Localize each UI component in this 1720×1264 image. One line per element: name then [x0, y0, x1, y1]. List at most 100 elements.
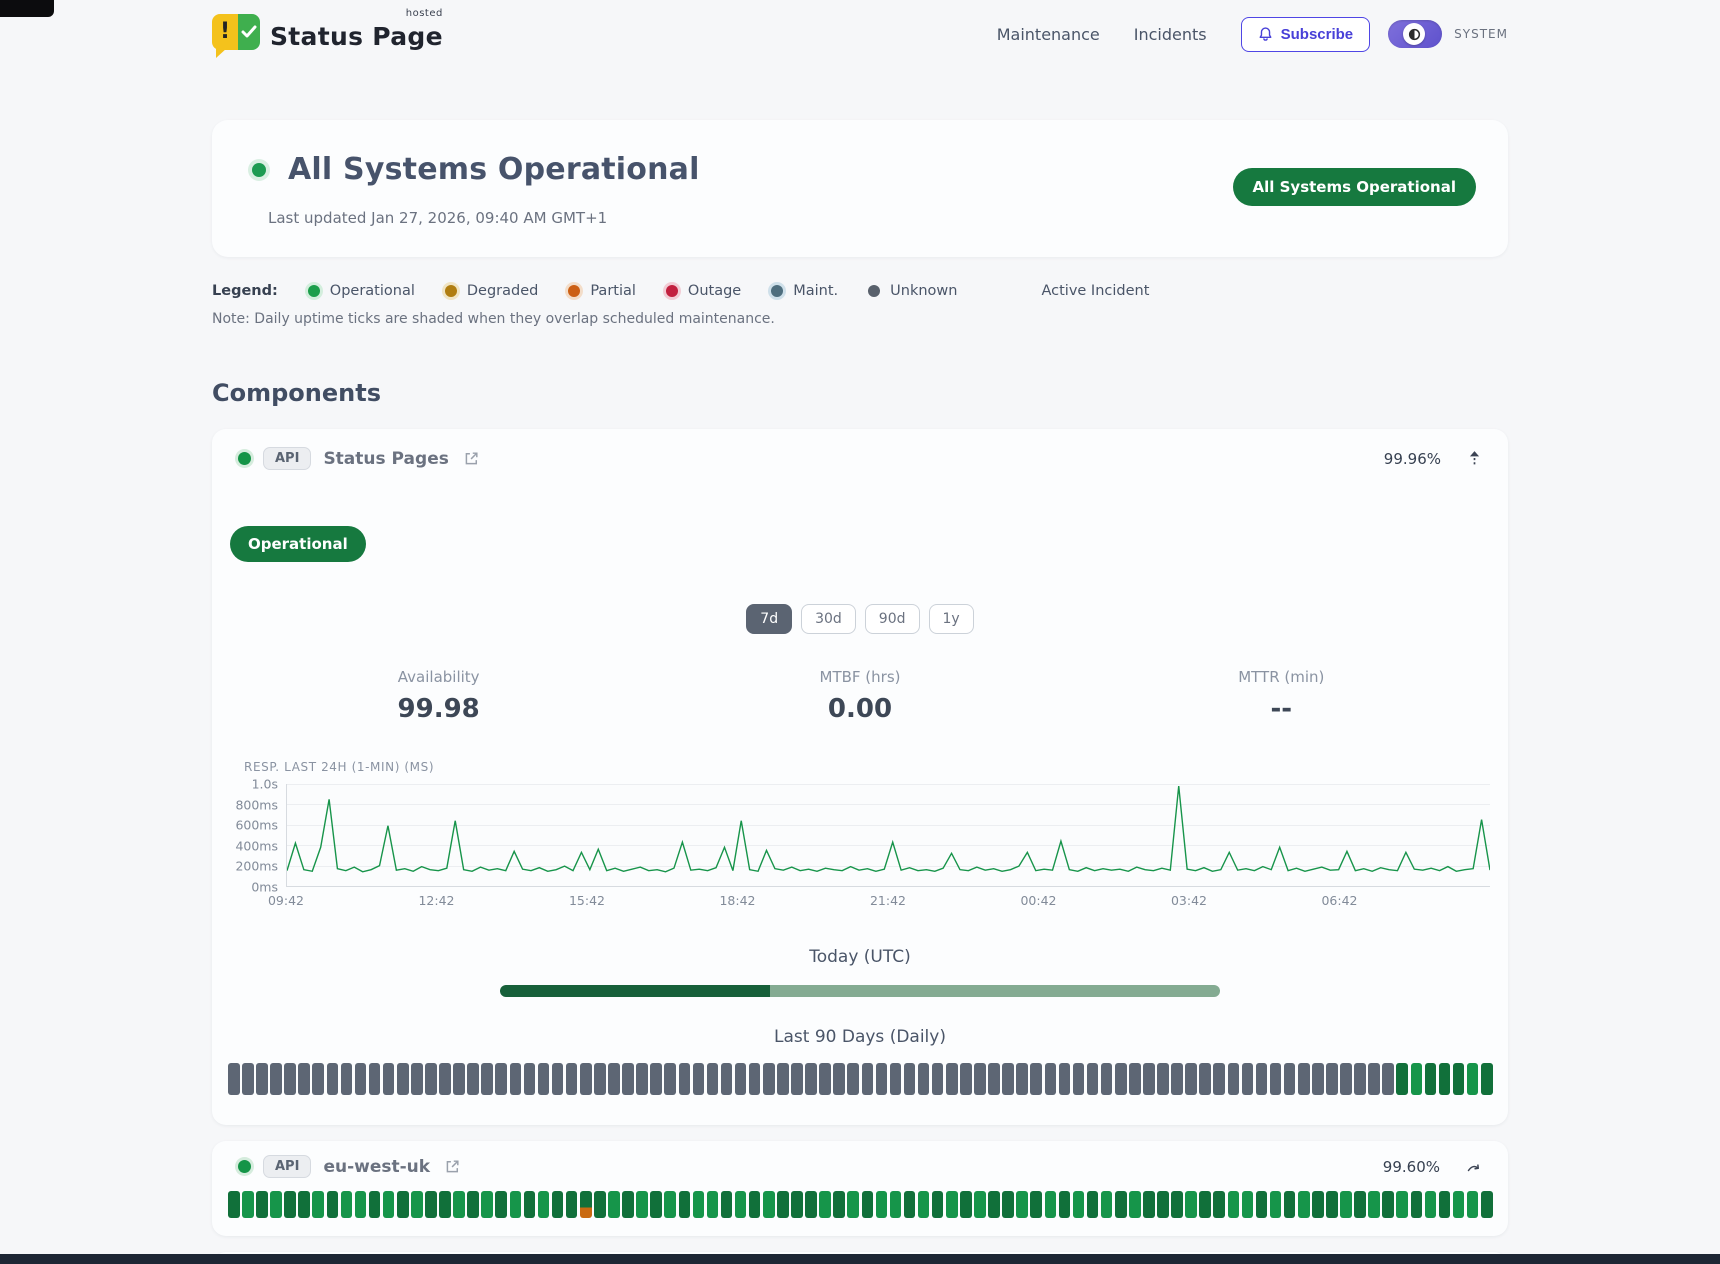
uptime-tick[interactable] [1213, 1191, 1226, 1218]
uptime-tick[interactable] [706, 1063, 719, 1095]
uptime-tick[interactable] [622, 1191, 634, 1218]
uptime-tick[interactable] [777, 1191, 789, 1218]
uptime-tick[interactable] [1114, 1063, 1127, 1095]
uptime-tick[interactable] [1030, 1063, 1043, 1095]
uptime-tick[interactable] [1354, 1063, 1366, 1095]
uptime-tick[interactable] [875, 1063, 888, 1095]
uptime-tick[interactable] [1312, 1063, 1324, 1095]
uptime-tick[interactable] [636, 1063, 648, 1095]
uptime-tick[interactable] [1058, 1063, 1071, 1095]
uptime-tick[interactable] [1143, 1063, 1155, 1095]
uptime-tick[interactable] [1030, 1191, 1043, 1218]
uptime-tick[interactable] [1340, 1191, 1352, 1218]
uptime-tick[interactable] [960, 1063, 972, 1095]
uptime-tick[interactable] [326, 1063, 339, 1095]
uptime-tick[interactable] [608, 1191, 620, 1218]
uptime-tick[interactable] [242, 1063, 254, 1095]
uptime-tick[interactable] [622, 1063, 634, 1095]
uptime-tick[interactable] [608, 1063, 620, 1095]
app-logo[interactable]: ! Status Page hosted [212, 8, 443, 58]
uptime-tick[interactable] [382, 1191, 395, 1218]
uptime-tick[interactable] [1255, 1191, 1268, 1218]
uptime-tick[interactable] [312, 1191, 325, 1218]
uptime-tick[interactable] [537, 1191, 550, 1218]
uptime-tick[interactable] [748, 1063, 761, 1095]
uptime-tick[interactable] [917, 1063, 930, 1095]
uptime-tick[interactable] [1297, 1063, 1310, 1095]
uptime-tick[interactable] [1424, 1063, 1437, 1095]
uptime-tick[interactable] [650, 1063, 662, 1095]
uptime-tick[interactable] [988, 1063, 1000, 1095]
uptime-tick[interactable] [594, 1191, 606, 1218]
uptime-tick[interactable] [664, 1191, 676, 1218]
uptime-tick[interactable] [1086, 1191, 1099, 1218]
uptime-tick[interactable] [664, 1063, 676, 1095]
uptime-tick[interactable] [819, 1063, 831, 1095]
uptime-tick[interactable] [1044, 1191, 1057, 1218]
uptime-tick[interactable] [340, 1191, 353, 1218]
uptime-tick[interactable] [805, 1191, 817, 1218]
uptime-tick[interactable] [917, 1191, 930, 1218]
uptime-tick[interactable] [1114, 1191, 1127, 1218]
external-link-icon[interactable] [463, 450, 480, 467]
uptime-tick[interactable] [762, 1063, 775, 1095]
uptime-tick[interactable] [1269, 1191, 1282, 1218]
uptime-tick[interactable] [1171, 1063, 1183, 1095]
uptime-tick[interactable] [1157, 1191, 1169, 1218]
uptime-tick[interactable] [256, 1191, 268, 1218]
uptime-tick[interactable] [1072, 1063, 1085, 1095]
uptime-tick[interactable] [889, 1191, 902, 1218]
uptime-tick[interactable] [847, 1191, 860, 1218]
uptime-tick[interactable] [1452, 1063, 1465, 1095]
uptime-tick[interactable] [1382, 1063, 1394, 1095]
uptime-tick[interactable] [734, 1191, 747, 1218]
uptime-tick[interactable] [1480, 1063, 1493, 1095]
uptime-tick[interactable] [931, 1063, 944, 1095]
uptime-tick[interactable] [256, 1063, 268, 1095]
uptime-tick[interactable] [411, 1063, 423, 1095]
uptime-tick[interactable] [861, 1063, 874, 1095]
uptime-tick[interactable] [1086, 1063, 1099, 1095]
uptime-tick[interactable] [425, 1191, 437, 1218]
uptime-tick[interactable] [875, 1191, 888, 1218]
uptime-tick[interactable] [1326, 1191, 1338, 1218]
uptime-tick[interactable] [481, 1191, 493, 1218]
uptime-tick[interactable] [425, 1063, 437, 1095]
uptime-tick[interactable] [594, 1063, 606, 1095]
uptime-tick[interactable] [1396, 1063, 1409, 1095]
expand-card-icon[interactable] [1466, 1161, 1482, 1173]
uptime-tick[interactable] [833, 1063, 845, 1095]
uptime-tick[interactable] [1227, 1063, 1240, 1095]
range-button-1y[interactable]: 1y [928, 604, 974, 634]
uptime-tick[interactable] [819, 1191, 831, 1218]
uptime-tick[interactable] [720, 1191, 733, 1218]
uptime-tick[interactable] [1227, 1191, 1240, 1218]
uptime-tick[interactable] [1340, 1063, 1352, 1095]
uptime-tick[interactable] [1044, 1063, 1057, 1095]
uptime-tick[interactable] [1368, 1191, 1380, 1218]
uptime-tick[interactable] [579, 1191, 592, 1218]
uptime-tick[interactable] [579, 1063, 592, 1095]
uptime-tick[interactable] [1368, 1063, 1380, 1095]
uptime-tick[interactable] [354, 1063, 367, 1095]
uptime-tick[interactable] [284, 1063, 296, 1095]
uptime-tick[interactable] [1312, 1191, 1324, 1218]
uptime-tick[interactable] [1213, 1063, 1226, 1095]
range-button-7d[interactable]: 7d [746, 604, 793, 634]
uptime-tick[interactable] [270, 1063, 282, 1095]
uptime-tick[interactable] [650, 1191, 662, 1218]
uptime-tick[interactable] [678, 1191, 691, 1218]
uptime-tick[interactable] [762, 1191, 775, 1218]
uptime-tick[interactable] [1199, 1063, 1211, 1095]
uptime-tick[interactable] [1438, 1063, 1451, 1095]
uptime-tick[interactable] [1129, 1191, 1141, 1218]
uptime-tick[interactable] [396, 1063, 409, 1095]
range-button-30d[interactable]: 30d [801, 604, 856, 634]
uptime-tick[interactable] [1452, 1191, 1465, 1218]
uptime-tick[interactable] [734, 1063, 747, 1095]
uptime-tick[interactable] [298, 1191, 310, 1218]
uptime-tick[interactable] [467, 1063, 479, 1095]
uptime-tick[interactable] [1199, 1191, 1211, 1218]
uptime-tick[interactable] [1143, 1191, 1155, 1218]
uptime-tick[interactable] [1058, 1191, 1071, 1218]
